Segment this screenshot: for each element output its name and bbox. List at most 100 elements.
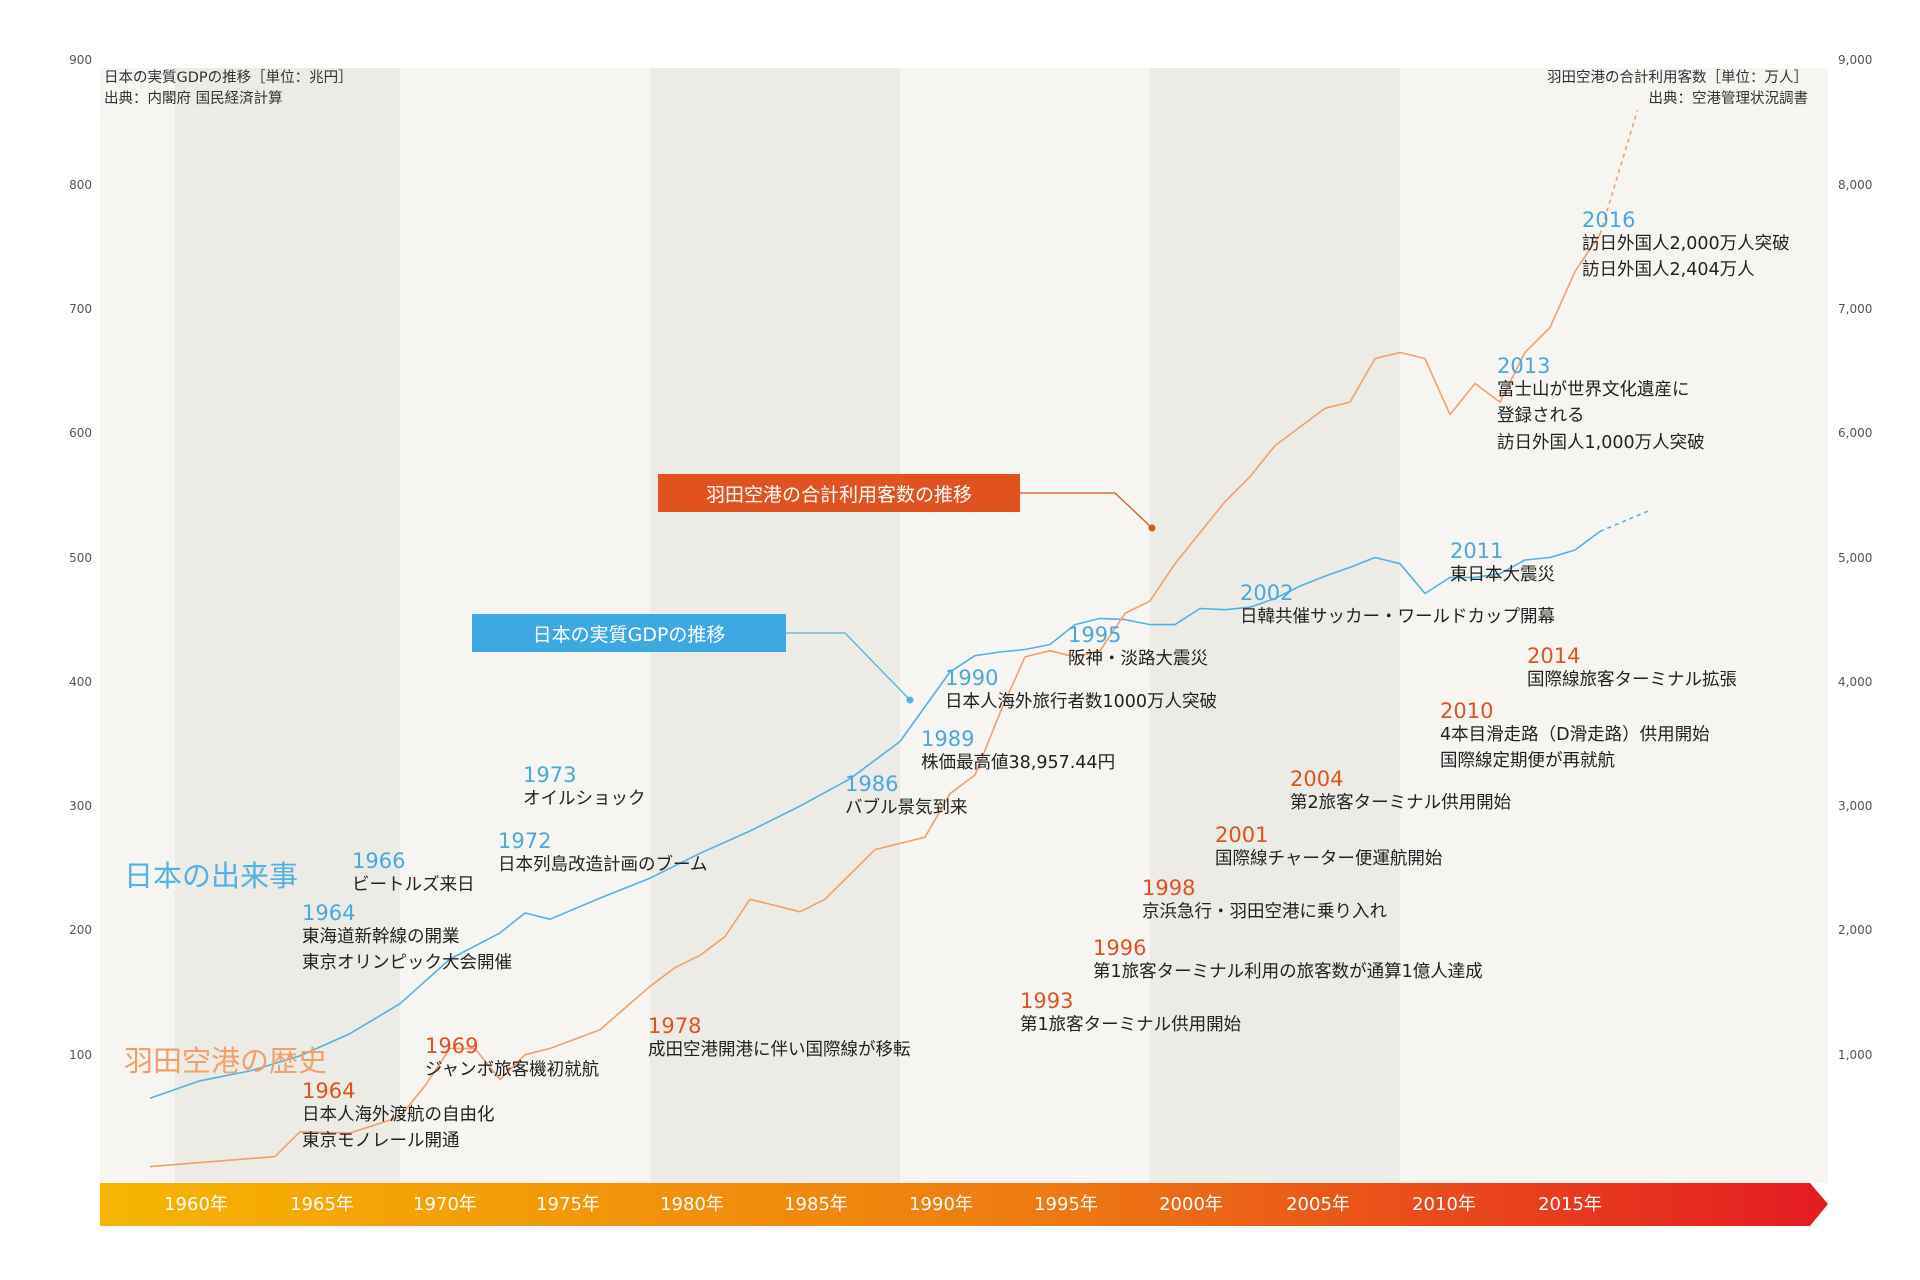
passengers-source-note: 羽田空港の合計利用客数［単位：万人］ 出典：空港管理状況調書 <box>1547 68 1808 110</box>
event-text: 東京モノレール開通 <box>302 1131 460 1152</box>
event-text: 東海道新幹線の開業 <box>302 927 460 948</box>
timeline-year-label: 1965年 <box>290 1194 354 1215</box>
event-text: 阪神・淡路大震災 <box>1068 649 1208 670</box>
right-axis-tick: 8,000 <box>1838 177 1873 192</box>
event-annotation: 1989 株価最高値38,957.44円 <box>921 728 1115 776</box>
event-text: 株価最高値38,957.44円 <box>921 753 1116 774</box>
left-axis-tick: 800 <box>69 177 92 192</box>
event-annotation: 1973 オイルショック <box>523 764 646 812</box>
event-annotation: 1993 第1旅客ターミナル供用開始 <box>1020 990 1241 1038</box>
event-year: 2010 <box>1440 699 1494 723</box>
passengers-line <box>149 233 1601 1168</box>
event-text: オイルショック <box>523 789 646 810</box>
passengers-leader-dot <box>1148 524 1156 532</box>
event-annotation: 2001 国際線チャーター便運航開始 <box>1215 824 1442 872</box>
event-year: 2004 <box>1290 767 1344 791</box>
right-axis-tick: 5,000 <box>1838 550 1873 565</box>
event-annotation: 1964 日本人海外渡航の自由化 東京モノレール開通 <box>302 1080 495 1155</box>
event-text: 日韓共催サッカー・ワールドカップ開幕 <box>1240 607 1555 628</box>
event-text: 訪日外国人1,000万人突破 <box>1497 432 1705 453</box>
event-annotation: 1998 京浜急行・羽田空港に乗り入れ <box>1142 877 1387 925</box>
event-annotation: 1996 第1旅客ターミナル利用の旅客数が通算1億人達成 <box>1093 937 1483 985</box>
left-axis-tick: 100 <box>69 1047 92 1062</box>
event-annotation: 1986 バブル景気到来 <box>845 773 968 821</box>
event-text: 国際線チャーター便運航開始 <box>1215 849 1443 870</box>
event-year: 1989 <box>921 727 975 751</box>
right-axis-tick: 4,000 <box>1838 674 1873 689</box>
right-axis-tick: 2,000 <box>1838 923 1873 938</box>
timeline-year-label: 1960年 <box>164 1194 228 1215</box>
timeline-arrow <box>100 1183 1828 1226</box>
event-text: 東日本大震災 <box>1450 565 1555 586</box>
event-year: 2002 <box>1240 581 1294 605</box>
right-axis-tick: 7,000 <box>1838 301 1873 316</box>
event-text: 第2旅客ターミナル供用開始 <box>1290 793 1512 814</box>
event-year: 2011 <box>1450 539 1504 563</box>
event-annotation: 2013 富士山が世界文化遺産に 登録される 訪日外国人1,000万人突破 <box>1497 355 1705 456</box>
left-axis-tick: 900 <box>69 53 92 68</box>
timeline-year-label: 2000年 <box>1159 1194 1223 1215</box>
event-text: 成田空港開港に伴い国際線が移転 <box>648 1040 911 1061</box>
timeline-year-label: 2005年 <box>1286 1194 1350 1215</box>
right-axis-tick: 3,000 <box>1838 799 1873 814</box>
event-text: 東京オリンピック大会開催 <box>302 953 512 974</box>
event-annotation: 1966 ビートルズ来日 <box>352 850 475 898</box>
event-year: 1972 <box>498 829 552 853</box>
event-year: 1978 <box>648 1014 702 1038</box>
event-year: 1966 <box>352 849 406 873</box>
timeline-year-label: 1985年 <box>784 1194 848 1215</box>
event-text: バブル景気到来 <box>845 798 968 819</box>
event-text: ジャンボ旅客機初就航 <box>425 1060 600 1081</box>
event-annotation: 1969 ジャンボ旅客機初就航 <box>425 1035 599 1083</box>
passengers-unit-note: 羽田空港の合計利用客数［単位：万人］ <box>1547 70 1808 86</box>
gdp-source-line: 出典：内閣府 国民経済計算 <box>104 91 283 108</box>
event-year: 1996 <box>1093 936 1147 960</box>
gdp-projection <box>1599 509 1651 533</box>
event-annotation: 1990 日本人海外旅行者数1000万人突破 <box>945 667 1217 715</box>
decade-bands <box>100 68 1828 1183</box>
event-annotation: 1995 阪神・淡路大震災 <box>1068 624 1208 672</box>
passengers-leader <box>1020 492 1153 529</box>
event-year: 1964 <box>302 901 356 925</box>
japan-events-title: 日本の出来事 <box>124 859 299 893</box>
event-annotation: 2014 国際線旅客ターミナル拡張 <box>1527 645 1737 693</box>
left-axis-tick: 400 <box>69 674 92 689</box>
gdp-leader-dot <box>906 696 914 704</box>
left-axis-tick: 700 <box>69 301 92 316</box>
event-year: 2016 <box>1582 208 1636 232</box>
event-text: 4本目滑走路（D滑走路）供用開始 <box>1440 725 1710 746</box>
event-annotation: 1964 東海道新幹線の開業東京オリンピック大会開催 <box>302 902 512 977</box>
event-year: 2014 <box>1527 644 1581 668</box>
right-axis-tick: 6,000 <box>1838 426 1873 441</box>
event-text: 国際線定期便が再就航 <box>1440 751 1615 772</box>
event-text: 第1旅客ターミナル供用開始 <box>1020 1015 1242 1036</box>
event-year: 1993 <box>1020 989 1074 1013</box>
timeline-year-label: 1970年 <box>413 1194 477 1215</box>
timeline-year-label: 1980年 <box>660 1194 724 1215</box>
passengers-callout-label: 羽田空港の合計利用客数の推移 <box>705 483 972 506</box>
gdp-callout: 日本の実質GDPの推移 <box>472 614 786 652</box>
event-text: 富士山が世界文化遺産に <box>1497 380 1690 401</box>
gdp-unit-note: 日本の実質GDPの推移［単位：兆円］ <box>104 70 353 86</box>
gdp-callout-label: 日本の実質GDPの推移 <box>532 623 726 646</box>
event-text: 国際線旅客ターミナル拡張 <box>1527 670 1737 691</box>
event-year: 1969 <box>425 1034 479 1058</box>
haneda-history-title: 羽田空港の歴史 <box>124 1044 328 1078</box>
event-year: 1973 <box>523 763 577 787</box>
event-year: 2001 <box>1215 823 1269 847</box>
event-text: 訪日外国人2,404万人 <box>1582 260 1755 281</box>
event-year: 1990 <box>945 666 999 690</box>
event-annotation: 1972 日本列島改造計画のブーム <box>498 830 707 878</box>
event-text: 第1旅客ターミナル利用の旅客数が通算1億人達成 <box>1093 962 1483 983</box>
gdp-source-note: 日本の実質GDPの推移［単位：兆円］ 出典：内閣府 国民経済計算 <box>104 68 353 110</box>
event-annotation: 2002 日韓共催サッカー・ワールドカップ開幕 <box>1240 582 1555 630</box>
event-text: ビートルズ来日 <box>352 875 475 896</box>
event-year: 1995 <box>1068 623 1122 647</box>
series-layer <box>149 109 1651 1168</box>
event-text: 日本人海外渡航の自由化 <box>302 1105 495 1126</box>
event-text: 訪日外国人2,000万人突破 <box>1582 234 1790 255</box>
event-year: 1998 <box>1142 876 1196 900</box>
left-axis-tick: 500 <box>69 550 92 565</box>
event-year: 2013 <box>1497 354 1551 378</box>
